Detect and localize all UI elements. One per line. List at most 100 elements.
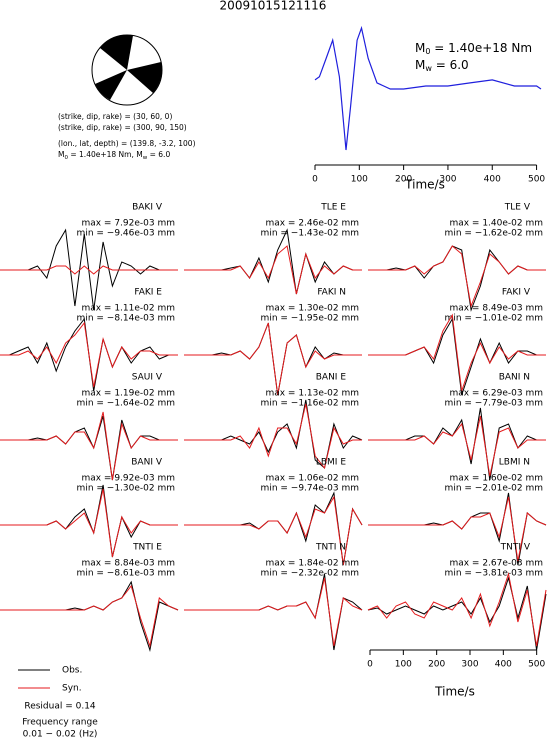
magnitude-value: = 6.0	[147, 150, 170, 159]
max-label: max = 1.40e-02 mm	[449, 219, 543, 229]
moment-sub: 0	[64, 155, 68, 161]
max-label: max = 8.49e-03 mm	[449, 304, 543, 314]
obs-waveform	[0, 228, 178, 311]
m0-value: = 1.40e+18 Nm	[430, 41, 532, 55]
residual: Residual = 0.14	[24, 702, 96, 712]
x-tick-label: 100	[395, 660, 412, 670]
max-label: max = 9.92e-03 mm	[81, 474, 175, 484]
x-tick-label: 300	[461, 660, 478, 670]
max-label: max = 7.92e-03 mm	[81, 219, 175, 229]
min-label: min = −8.14e-03 mm	[77, 314, 175, 324]
station-label: BANI E	[316, 373, 347, 383]
obs-waveform	[368, 245, 546, 312]
syn-waveform	[0, 411, 178, 481]
station-label: LBMI N	[499, 458, 530, 468]
mechanism-text: (strike, dip, rake) = (30, 60, 0)	[58, 112, 172, 121]
x-tick-label: 0	[367, 660, 373, 670]
m0-symbol: M	[415, 41, 425, 55]
max-label: max = 1.11e-02 mm	[81, 304, 175, 314]
mw-symbol: M	[415, 58, 425, 72]
station-label: BAKI V	[132, 203, 163, 213]
station-label: FAKI E	[134, 288, 162, 298]
min-label: min = −9.46e-03 mm	[77, 229, 175, 239]
x-tick-label: 400	[495, 660, 512, 670]
min-label: min = −7.79e-03 mm	[445, 399, 543, 409]
max-label: max = 1.84e-02 mm	[265, 559, 359, 569]
syn-waveform	[368, 415, 546, 477]
syn-waveform	[0, 488, 178, 558]
station-label: TNTI V	[500, 543, 531, 553]
x-tick-label: 100	[351, 175, 368, 185]
syn-waveform	[184, 322, 362, 396]
syn-waveform	[184, 577, 363, 647]
max-label: max = 6.29e-03 mm	[449, 389, 543, 399]
station-label: SAUI V	[132, 373, 163, 383]
syn-waveform	[368, 313, 546, 392]
min-label: min = −1.64e-02 mm	[77, 399, 175, 409]
moment-value: = 1.40e+18 Nm,	[68, 150, 136, 159]
station-label: FAKI V	[502, 288, 531, 298]
syn-waveform	[0, 321, 178, 388]
title: 20091015121116	[220, 0, 327, 13]
min-label: min = −8.61e-03 mm	[77, 569, 175, 579]
moment-symbol: M	[58, 150, 64, 159]
magnitude-symbol: M	[136, 150, 142, 159]
obs-waveform	[367, 576, 547, 651]
min-label: min = −9.74e-03 mm	[261, 484, 359, 494]
station-label: TNTI E	[132, 543, 162, 553]
x-axis-label: Time/s	[434, 685, 475, 699]
x-tick-label: 200	[395, 175, 412, 185]
magnitude-sub: w	[143, 155, 148, 161]
x-tick-label: 500	[528, 175, 545, 185]
syn-waveform	[367, 572, 547, 647]
min-label: min = −1.43e-02 mm	[261, 229, 359, 239]
beachball	[91, 34, 163, 106]
syn-waveform	[368, 245, 546, 308]
max-label: max = 1.19e-02 mm	[81, 389, 175, 399]
station-label: FAKI N	[317, 288, 346, 298]
m0-label: M0 = 1.40e+18 Nm	[415, 41, 532, 56]
syn-waveform	[368, 496, 547, 562]
frequency-title: Frequency range	[22, 718, 98, 728]
min-label: min = −3.81e-03 mm	[445, 569, 543, 579]
x-axis-label: Time/s	[404, 178, 445, 192]
max-label: max = 1.13e-02 mm	[265, 389, 359, 399]
syn-waveform	[0, 584, 179, 648]
min-label: min = −1.01e-02 mm	[445, 314, 543, 324]
obs-waveform	[368, 407, 546, 481]
x-tick-label: 400	[484, 175, 501, 185]
max-label: max = 1.60e-02 mm	[449, 474, 543, 484]
mw-value: = 6.0	[432, 58, 469, 72]
obs-waveform	[184, 228, 362, 295]
station-label: BANI N	[499, 373, 530, 383]
max-label: max = 1.30e-02 mm	[265, 304, 359, 314]
frequency-range: 0.01 − 0.02 (Hz)	[23, 730, 98, 740]
mechanism-text: (strike, dip, rake) = (300, 90, 150)	[58, 123, 187, 132]
station-label: BANI V	[131, 458, 163, 468]
mw-sub: w	[425, 64, 432, 73]
x-tick-label: 500	[528, 660, 545, 670]
source-time-function	[314, 25, 542, 151]
station-label: TNTI N	[315, 543, 346, 553]
max-label: max = 8.84e-03 mm	[81, 559, 175, 569]
max-label: max = 2.67e-03 mm	[449, 559, 543, 569]
legend-label: Obs.	[62, 666, 82, 676]
station-label: TLE E	[320, 203, 346, 213]
moment-text: M0 = 1.40e+18 Nm, Mw = 6.0	[58, 150, 170, 161]
max-label: max = 1.06e-02 mm	[265, 474, 359, 484]
syn-waveform	[184, 245, 362, 295]
mw-label: Mw = 6.0	[415, 58, 469, 73]
m0-sub: 0	[425, 47, 430, 56]
min-label: min = −1.62e-02 mm	[445, 229, 543, 239]
syn-waveform	[0, 265, 178, 275]
x-tick-label: 0	[312, 175, 318, 185]
min-label: min = −1.95e-02 mm	[261, 314, 359, 324]
min-label: min = −2.32e-02 mm	[261, 569, 359, 579]
syn-waveform	[184, 495, 363, 566]
min-label: min = −1.16e-02 mm	[261, 399, 359, 409]
syn-waveform	[184, 403, 362, 470]
station-label: LBMI E	[316, 458, 346, 468]
min-label: min = −2.01e-02 mm	[445, 484, 543, 494]
x-tick-label: 300	[439, 175, 456, 185]
